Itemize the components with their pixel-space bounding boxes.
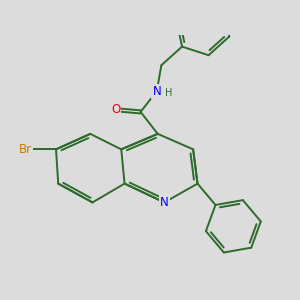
Text: Br: Br: [19, 143, 32, 156]
Text: O: O: [111, 103, 121, 116]
Text: N: N: [152, 85, 161, 98]
Text: N: N: [160, 196, 169, 209]
Text: H: H: [165, 88, 172, 98]
